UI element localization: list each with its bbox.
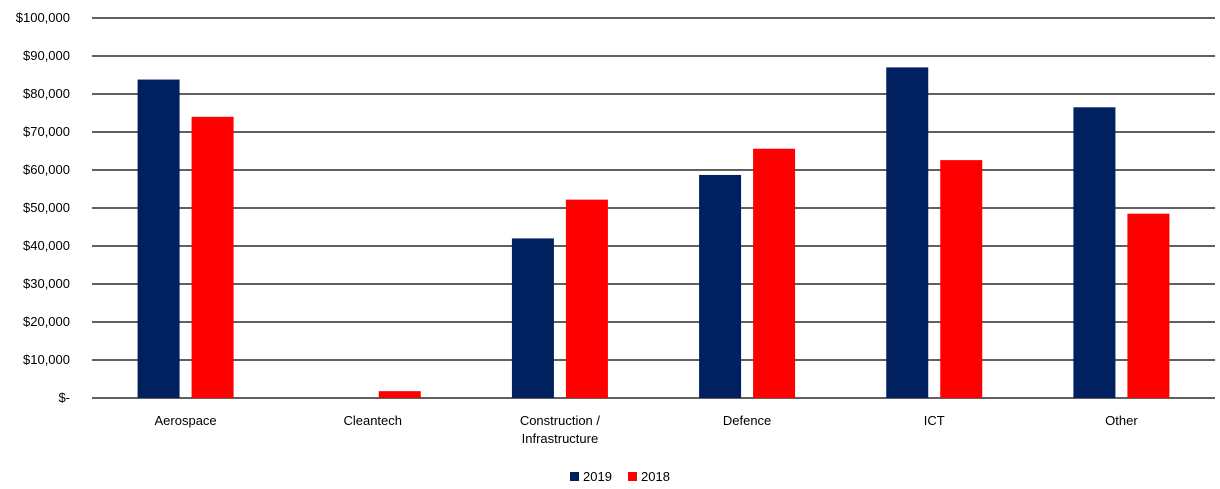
legend-swatch-2019	[570, 472, 579, 481]
bar-2018-5	[1127, 213, 1170, 398]
y-axis-tick-labels: $- $10,000 $20,000 $30,000 $40,000 $50,000 $60…	[16, 10, 70, 405]
y-tick-label: $40,000	[23, 238, 70, 253]
bar-2019-5	[1073, 107, 1116, 399]
bar-2018-3	[753, 148, 796, 398]
legend-label: 2019	[583, 469, 612, 484]
y-tick-label: $-	[58, 390, 70, 405]
y-tick-label: $70,000	[23, 124, 70, 139]
bar-2019-0	[137, 79, 180, 398]
y-tick-label: $30,000	[23, 276, 70, 291]
y-tick-label: $80,000	[23, 86, 70, 101]
x-category-label: Construction /	[520, 413, 601, 428]
y-tick-label: $20,000	[23, 314, 70, 329]
legend: 2019 2018	[570, 469, 670, 484]
bar-2018-0	[191, 116, 234, 399]
bars	[137, 67, 1170, 399]
bar-2018-2	[565, 199, 608, 398]
bar-2018-4	[940, 160, 983, 398]
legend-swatch-2018	[628, 472, 637, 481]
x-category-label: Cleantech	[343, 413, 402, 428]
x-category-label: Defence	[723, 413, 771, 428]
y-tick-label: $50,000	[23, 200, 70, 215]
bar-2019-4	[886, 67, 929, 399]
gridlines	[92, 17, 1215, 399]
x-category-label: Other	[1105, 413, 1138, 428]
y-tick-label: $100,000	[16, 10, 70, 25]
y-tick-label: $90,000	[23, 48, 70, 63]
bar-2019-2	[511, 238, 554, 398]
x-category-label: ICT	[924, 413, 945, 428]
y-tick-label: $10,000	[23, 352, 70, 367]
x-axis-category-labels: Aerospace Cleantech Construction / Infrastr…	[155, 413, 1139, 446]
y-tick-label: $60,000	[23, 162, 70, 177]
x-category-label: Aerospace	[155, 413, 217, 428]
x-category-label: Infrastructure	[522, 431, 599, 446]
bar-2018-1	[378, 391, 421, 398]
bar-2019-3	[699, 174, 742, 398]
legend-label: 2018	[641, 469, 670, 484]
